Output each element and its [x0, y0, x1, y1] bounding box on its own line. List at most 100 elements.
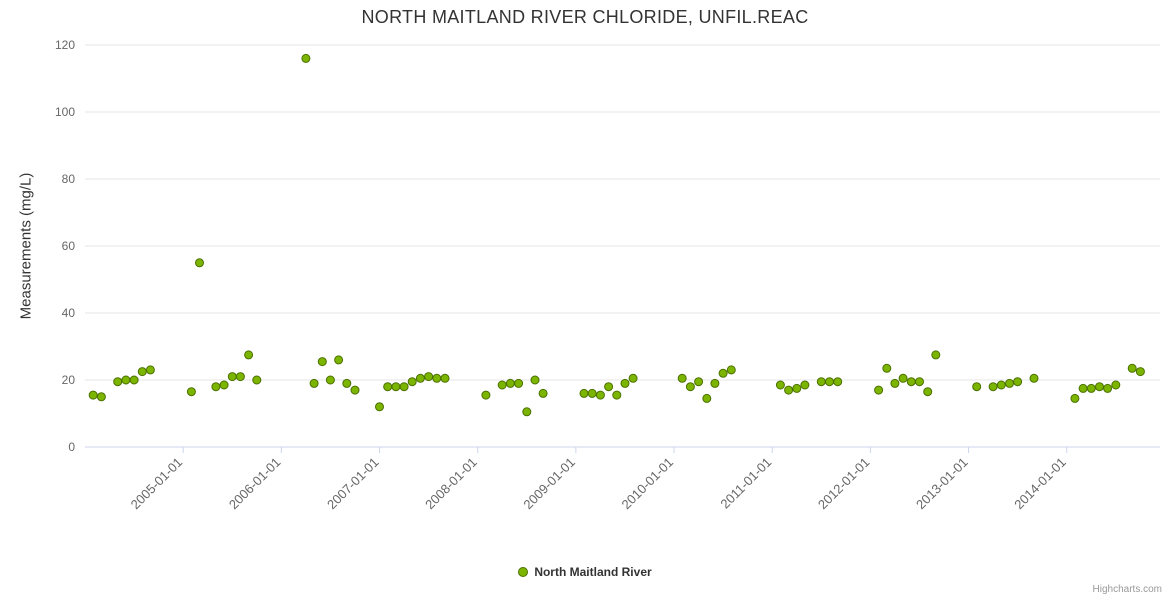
- data-point[interactable]: [931, 350, 941, 360]
- data-point[interactable]: [890, 378, 900, 388]
- data-point[interactable]: [440, 373, 450, 383]
- y-axis-tick-label: 120: [55, 38, 75, 52]
- data-point[interactable]: [1029, 373, 1039, 383]
- data-point[interactable]: [604, 382, 614, 392]
- data-point[interactable]: [792, 383, 802, 393]
- data-point[interactable]: [833, 377, 843, 387]
- data-point[interactable]: [497, 380, 507, 390]
- data-point[interactable]: [718, 368, 728, 378]
- x-axis-tick-label: 2014-01-01: [1011, 455, 1069, 513]
- data-point[interactable]: [1111, 380, 1121, 390]
- y-axis-tick-label: 0: [68, 440, 75, 454]
- data-point[interactable]: [1103, 383, 1113, 393]
- data-point[interactable]: [317, 357, 327, 367]
- data-point[interactable]: [1078, 383, 1088, 393]
- data-point[interactable]: [186, 387, 196, 397]
- x-axis-tick-label: 2010-01-01: [619, 455, 677, 513]
- data-point[interactable]: [1005, 378, 1014, 388]
- x-axis-tick-label: 2006-01-01: [226, 455, 284, 513]
- data-point[interactable]: [898, 373, 908, 383]
- data-point[interactable]: [252, 375, 262, 385]
- data-point[interactable]: [129, 375, 139, 385]
- data-point[interactable]: [432, 373, 442, 383]
- data-point[interactable]: [882, 363, 892, 373]
- data-point[interactable]: [407, 377, 417, 387]
- data-point[interactable]: [113, 377, 123, 387]
- data-point[interactable]: [915, 377, 924, 387]
- chart-title: NORTH MAITLAND RIVER CHLORIDE, UNFIL.REA…: [361, 7, 809, 27]
- y-axis-title: Measurements (mg/L): [17, 172, 35, 320]
- data-point[interactable]: [1013, 377, 1023, 387]
- data-point[interactable]: [481, 390, 491, 400]
- data-point[interactable]: [530, 375, 540, 385]
- data-point[interactable]: [702, 393, 712, 403]
- data-point[interactable]: [121, 375, 131, 385]
- data-point[interactable]: [579, 388, 589, 398]
- data-point[interactable]: [816, 377, 826, 387]
- data-point[interactable]: [775, 380, 785, 390]
- data-point[interactable]: [145, 365, 155, 375]
- data-point[interactable]: [514, 378, 524, 388]
- data-point[interactable]: [424, 372, 434, 382]
- data-point[interactable]: [211, 382, 221, 392]
- data-point[interactable]: [1086, 383, 1096, 393]
- x-axis-tick-label: 2009-01-01: [520, 455, 578, 513]
- data-point[interactable]: [1095, 382, 1104, 392]
- data-point[interactable]: [301, 53, 311, 63]
- data-point[interactable]: [391, 382, 401, 392]
- y-axis-tick-label: 60: [62, 239, 76, 253]
- data-point[interactable]: [710, 378, 720, 388]
- legend-item[interactable]: North Maitland River: [518, 565, 652, 579]
- data-point[interactable]: [88, 390, 98, 400]
- legend-marker-icon: [518, 567, 529, 577]
- y-axis-tick-label: 100: [55, 105, 75, 119]
- data-point[interactable]: [309, 378, 319, 388]
- data-point[interactable]: [587, 388, 597, 398]
- data-point[interactable]: [677, 373, 687, 383]
- data-point[interactable]: [342, 378, 352, 388]
- data-point[interactable]: [1135, 367, 1145, 377]
- data-point[interactable]: [244, 350, 254, 360]
- data-point[interactable]: [906, 377, 916, 387]
- y-axis-tick-label: 40: [62, 306, 76, 320]
- data-point[interactable]: [96, 392, 106, 402]
- data-point[interactable]: [325, 375, 335, 385]
- data-point[interactable]: [800, 380, 810, 390]
- data-point[interactable]: [334, 355, 344, 365]
- data-point[interactable]: [825, 377, 834, 387]
- data-point[interactable]: [235, 372, 245, 382]
- legend: North Maitland River: [0, 565, 1170, 579]
- data-point[interactable]: [628, 373, 638, 383]
- data-point[interactable]: [383, 382, 393, 392]
- data-point[interactable]: [1070, 393, 1080, 403]
- data-point[interactable]: [685, 382, 695, 392]
- data-point[interactable]: [784, 385, 794, 395]
- data-point[interactable]: [522, 407, 532, 417]
- data-point[interactable]: [595, 390, 605, 400]
- data-point[interactable]: [612, 390, 622, 400]
- credits-link[interactable]: Highcharts.com: [1092, 584, 1162, 595]
- data-point[interactable]: [874, 385, 884, 395]
- data-point[interactable]: [972, 382, 982, 392]
- data-point[interactable]: [219, 380, 229, 390]
- data-point[interactable]: [694, 377, 704, 387]
- data-point[interactable]: [195, 258, 204, 268]
- data-point[interactable]: [375, 402, 384, 412]
- data-point[interactable]: [415, 373, 425, 383]
- data-point[interactable]: [620, 378, 630, 388]
- data-point[interactable]: [227, 372, 237, 382]
- data-point[interactable]: [1127, 363, 1137, 373]
- data-point[interactable]: [350, 385, 360, 395]
- x-axis-tick-label: 2005-01-01: [128, 455, 186, 513]
- x-axis-tick-label: 2007-01-01: [324, 455, 382, 513]
- data-point[interactable]: [399, 382, 409, 392]
- data-point[interactable]: [137, 367, 147, 377]
- data-point[interactable]: [996, 380, 1006, 390]
- data-point[interactable]: [726, 365, 736, 375]
- data-point[interactable]: [988, 382, 998, 392]
- data-point[interactable]: [538, 388, 548, 398]
- data-point[interactable]: [923, 387, 933, 397]
- legend-label: North Maitland River: [534, 565, 652, 579]
- data-point[interactable]: [505, 378, 515, 388]
